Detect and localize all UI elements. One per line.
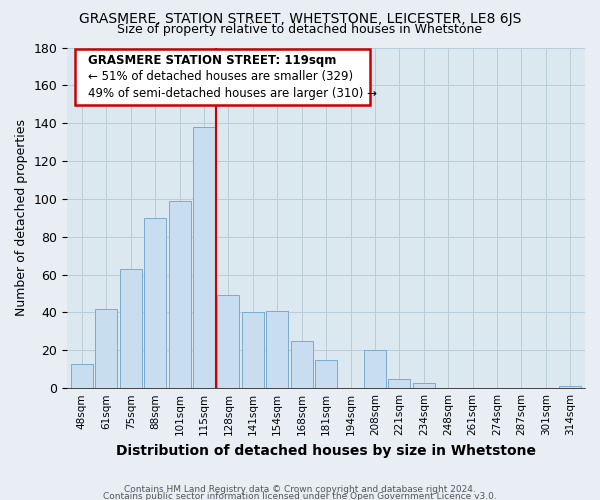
X-axis label: Distribution of detached houses by size in Whetstone: Distribution of detached houses by size … [116, 444, 536, 458]
Bar [95, 308, 117, 388]
Bar [315, 360, 337, 388]
Bar [364, 350, 386, 388]
Text: GRASMERE, STATION STREET, WHETSTONE, LEICESTER, LE8 6JS: GRASMERE, STATION STREET, WHETSTONE, LEI… [79, 12, 521, 26]
Text: Contains HM Land Registry data © Crown copyright and database right 2024.: Contains HM Land Registry data © Crown c… [124, 484, 476, 494]
Bar [71, 364, 93, 388]
Text: Contains public sector information licensed under the Open Government Licence v3: Contains public sector information licen… [103, 492, 497, 500]
FancyBboxPatch shape [75, 49, 370, 106]
Bar [193, 127, 215, 388]
Bar [144, 218, 166, 388]
Text: ← 51% of detached houses are smaller (329): ← 51% of detached houses are smaller (32… [88, 70, 353, 82]
Bar [169, 201, 191, 388]
Text: Size of property relative to detached houses in Whetstone: Size of property relative to detached ho… [118, 22, 482, 36]
Bar [413, 382, 435, 388]
Bar [217, 296, 239, 388]
Text: 49% of semi-detached houses are larger (310) →: 49% of semi-detached houses are larger (… [88, 86, 377, 100]
Bar [266, 310, 288, 388]
Bar [290, 341, 313, 388]
Bar [388, 378, 410, 388]
Bar [119, 269, 142, 388]
Y-axis label: Number of detached properties: Number of detached properties [15, 120, 28, 316]
Bar [559, 386, 581, 388]
Text: GRASMERE STATION STREET: 119sqm: GRASMERE STATION STREET: 119sqm [88, 54, 336, 68]
Bar [242, 312, 264, 388]
